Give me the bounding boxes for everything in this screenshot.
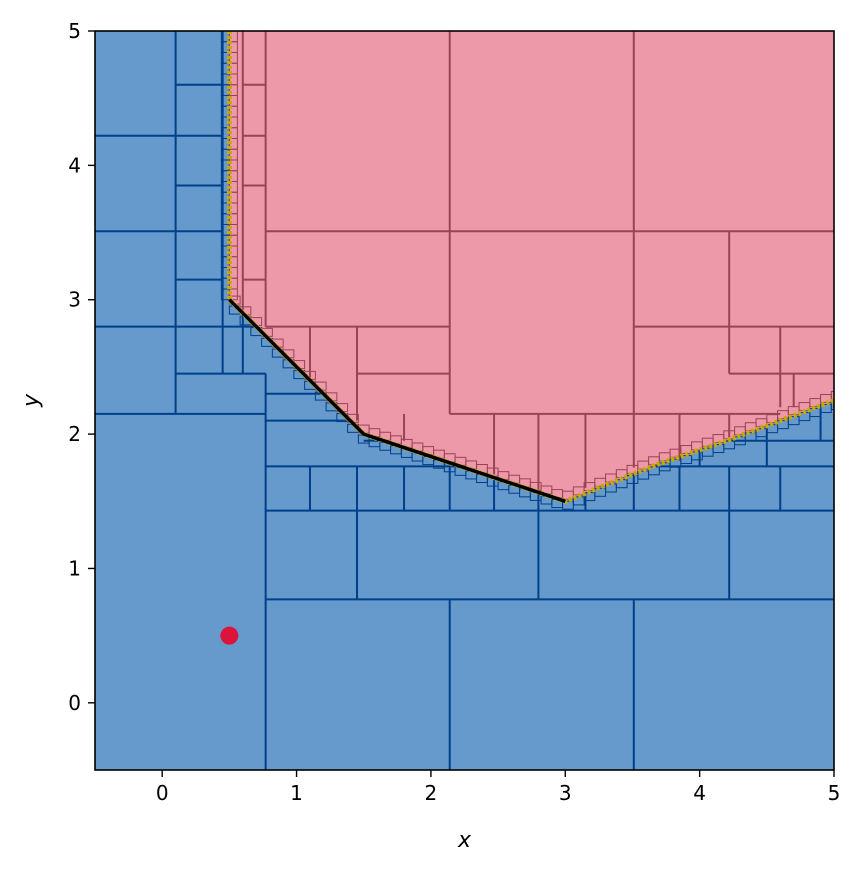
x-tick-label: 5 bbox=[828, 781, 841, 805]
y-tick-label: 5 bbox=[68, 19, 81, 43]
y-tick-label: 3 bbox=[68, 288, 81, 312]
safe-fine-cell bbox=[830, 401, 834, 410]
x-axis: 0 1 2 3 4 5 bbox=[156, 770, 841, 805]
x-tick-label: 3 bbox=[559, 781, 572, 805]
unsafe-fine-cell bbox=[830, 391, 834, 400]
y-axis: 0 1 2 3 4 5 bbox=[68, 19, 95, 715]
unsafe-region bbox=[229, 31, 834, 502]
unsafe-partition-grid bbox=[241, 31, 834, 495]
x-tick-label: 2 bbox=[425, 781, 438, 805]
y-tick-label: 1 bbox=[68, 556, 81, 580]
axes-frame bbox=[94, 30, 835, 771]
x-tick-label: 4 bbox=[693, 781, 706, 805]
plot-area bbox=[95, 31, 834, 770]
y-tick-label: 0 bbox=[68, 691, 81, 715]
y-axis-label: y bbox=[19, 393, 44, 408]
y-tick-label: 4 bbox=[68, 153, 81, 177]
start-point bbox=[220, 626, 239, 645]
x-tick-label: 0 bbox=[156, 781, 169, 805]
x-tick-label: 1 bbox=[290, 781, 303, 805]
x-axis-label: x bbox=[457, 828, 472, 853]
y-tick-label: 2 bbox=[68, 422, 81, 446]
path-line bbox=[228, 298, 566, 503]
